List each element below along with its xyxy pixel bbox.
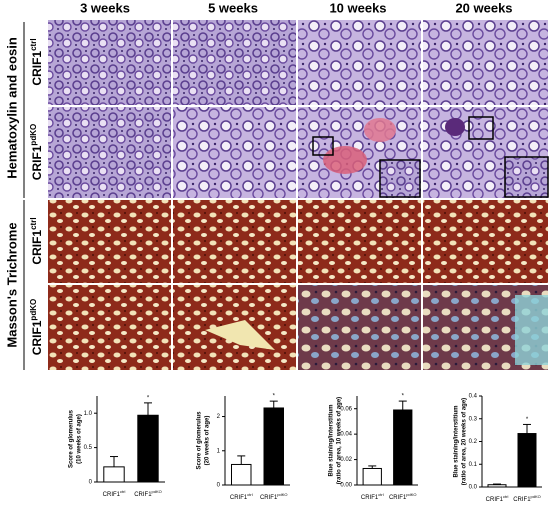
category-sup: pdKO bbox=[406, 492, 416, 497]
annotation: * bbox=[526, 417, 529, 423]
y-axis-label: Blue staining/interstitium bbox=[329, 404, 335, 476]
micrograph bbox=[173, 200, 296, 283]
y-axis-label: (ratio of area, 10 weeks of age) bbox=[337, 397, 343, 484]
annotation: * bbox=[147, 395, 150, 401]
category: CRIF1 bbox=[486, 497, 504, 503]
inset bbox=[504, 156, 549, 198]
y-tick-label: 0 bbox=[89, 480, 93, 486]
y-tick-label: 0.2 bbox=[469, 439, 478, 445]
y-axis-label: Blue staining/interstitium bbox=[454, 405, 460, 477]
fibrosis bbox=[515, 295, 548, 365]
micrograph bbox=[48, 200, 171, 283]
y-tick-label: 0.00 bbox=[340, 483, 352, 489]
bar bbox=[393, 409, 413, 486]
inset-box bbox=[468, 116, 494, 140]
y-tick-label: 2 bbox=[217, 414, 221, 420]
bar bbox=[103, 466, 125, 483]
micrograph bbox=[423, 20, 548, 105]
category: CRIF1 bbox=[230, 495, 248, 501]
column-header: 5 weeks bbox=[208, 0, 258, 15]
y-tick-label: 0.02 bbox=[340, 457, 352, 463]
bar bbox=[487, 484, 507, 488]
y-axis-label: (10 weeks of age) bbox=[77, 414, 83, 464]
category-sup: pdKO bbox=[152, 489, 162, 494]
cast bbox=[445, 118, 465, 136]
stain-label: Masson's Trichrome bbox=[4, 222, 19, 347]
column-header: 10 weeks bbox=[329, 0, 386, 15]
y-tick-label: 0.0 bbox=[469, 485, 478, 491]
micrograph bbox=[48, 285, 171, 370]
column-header: 20 weeks bbox=[455, 0, 512, 15]
x-tick-label: CRIF1ctrl bbox=[103, 489, 126, 498]
x-tick-label: CRIF1ctrl bbox=[230, 492, 253, 501]
y-tick-label: 0.5 bbox=[84, 445, 93, 451]
x-tick-label: CRIF1pdKO bbox=[134, 489, 162, 498]
category-sup: pdKO bbox=[277, 492, 287, 497]
bar bbox=[231, 463, 252, 486]
category: CRIF1 bbox=[361, 495, 379, 501]
category-sup: ctrl bbox=[503, 494, 508, 499]
micrograph bbox=[48, 20, 171, 105]
bar bbox=[362, 467, 382, 486]
cast bbox=[323, 146, 367, 174]
y-tick-label: 0.04 bbox=[340, 432, 352, 438]
category-sup: ctrl bbox=[378, 492, 383, 497]
category: CRIF1 bbox=[389, 495, 407, 501]
micrograph bbox=[298, 200, 421, 283]
annotation: * bbox=[273, 394, 276, 400]
micrograph bbox=[48, 107, 171, 198]
bar bbox=[517, 433, 537, 488]
column-header: 3 weeks bbox=[80, 0, 130, 15]
inset bbox=[379, 159, 421, 198]
y-tick-label: 0 bbox=[217, 483, 221, 489]
category-sup: ctrl bbox=[120, 489, 125, 494]
category: CRIF1 bbox=[513, 497, 531, 503]
lumen bbox=[205, 320, 275, 350]
x-tick-label: CRIF1pdKO bbox=[389, 492, 417, 501]
category-sup: ctrl bbox=[247, 492, 252, 497]
cast bbox=[364, 118, 396, 142]
row-label: CRIF1pdKO bbox=[29, 124, 44, 180]
x-tick-label: CRIF1pdKO bbox=[260, 492, 288, 501]
annotation: * bbox=[402, 394, 405, 400]
micrograph bbox=[298, 285, 421, 370]
micrograph bbox=[298, 20, 421, 105]
bar bbox=[263, 407, 284, 486]
y-axis-label: Score of glomerulus bbox=[197, 411, 203, 470]
y-tick-label: 1 bbox=[217, 448, 221, 454]
micrograph bbox=[173, 20, 296, 105]
y-tick-label: 0.4 bbox=[469, 394, 478, 400]
y-tick-label: 1.0 bbox=[84, 411, 93, 417]
y-axis-label: Score of glomerulus bbox=[69, 409, 75, 468]
y-axis-label: (ratio of area, 20 weeks of age) bbox=[462, 398, 468, 485]
y-tick-label: 0.1 bbox=[469, 462, 478, 468]
inset-box bbox=[312, 136, 334, 156]
row-label: CRIF1ctrl bbox=[29, 217, 44, 264]
micrograph bbox=[423, 200, 548, 283]
x-tick-label: CRIF1pdKO bbox=[513, 494, 541, 503]
x-tick-label: CRIF1ctrl bbox=[361, 492, 384, 501]
stain-label: Hematoxylin and eosin bbox=[4, 37, 19, 179]
row-label: CRIF1pdKO bbox=[29, 299, 44, 355]
y-tick-label: 0.06 bbox=[340, 406, 352, 412]
x-tick-label: CRIF1ctrl bbox=[486, 494, 509, 503]
y-axis-label: (20 weeks of age) bbox=[205, 416, 211, 466]
y-tick-label: 0.3 bbox=[469, 416, 478, 422]
category: CRIF1 bbox=[103, 492, 121, 498]
category: CRIF1 bbox=[260, 495, 278, 501]
row-label: CRIF1ctrl bbox=[29, 38, 44, 85]
category: CRIF1 bbox=[134, 492, 152, 498]
micrographs bbox=[48, 20, 549, 370]
bar bbox=[137, 414, 159, 483]
category-sup: pdKO bbox=[531, 494, 541, 499]
micrograph bbox=[173, 107, 296, 198]
